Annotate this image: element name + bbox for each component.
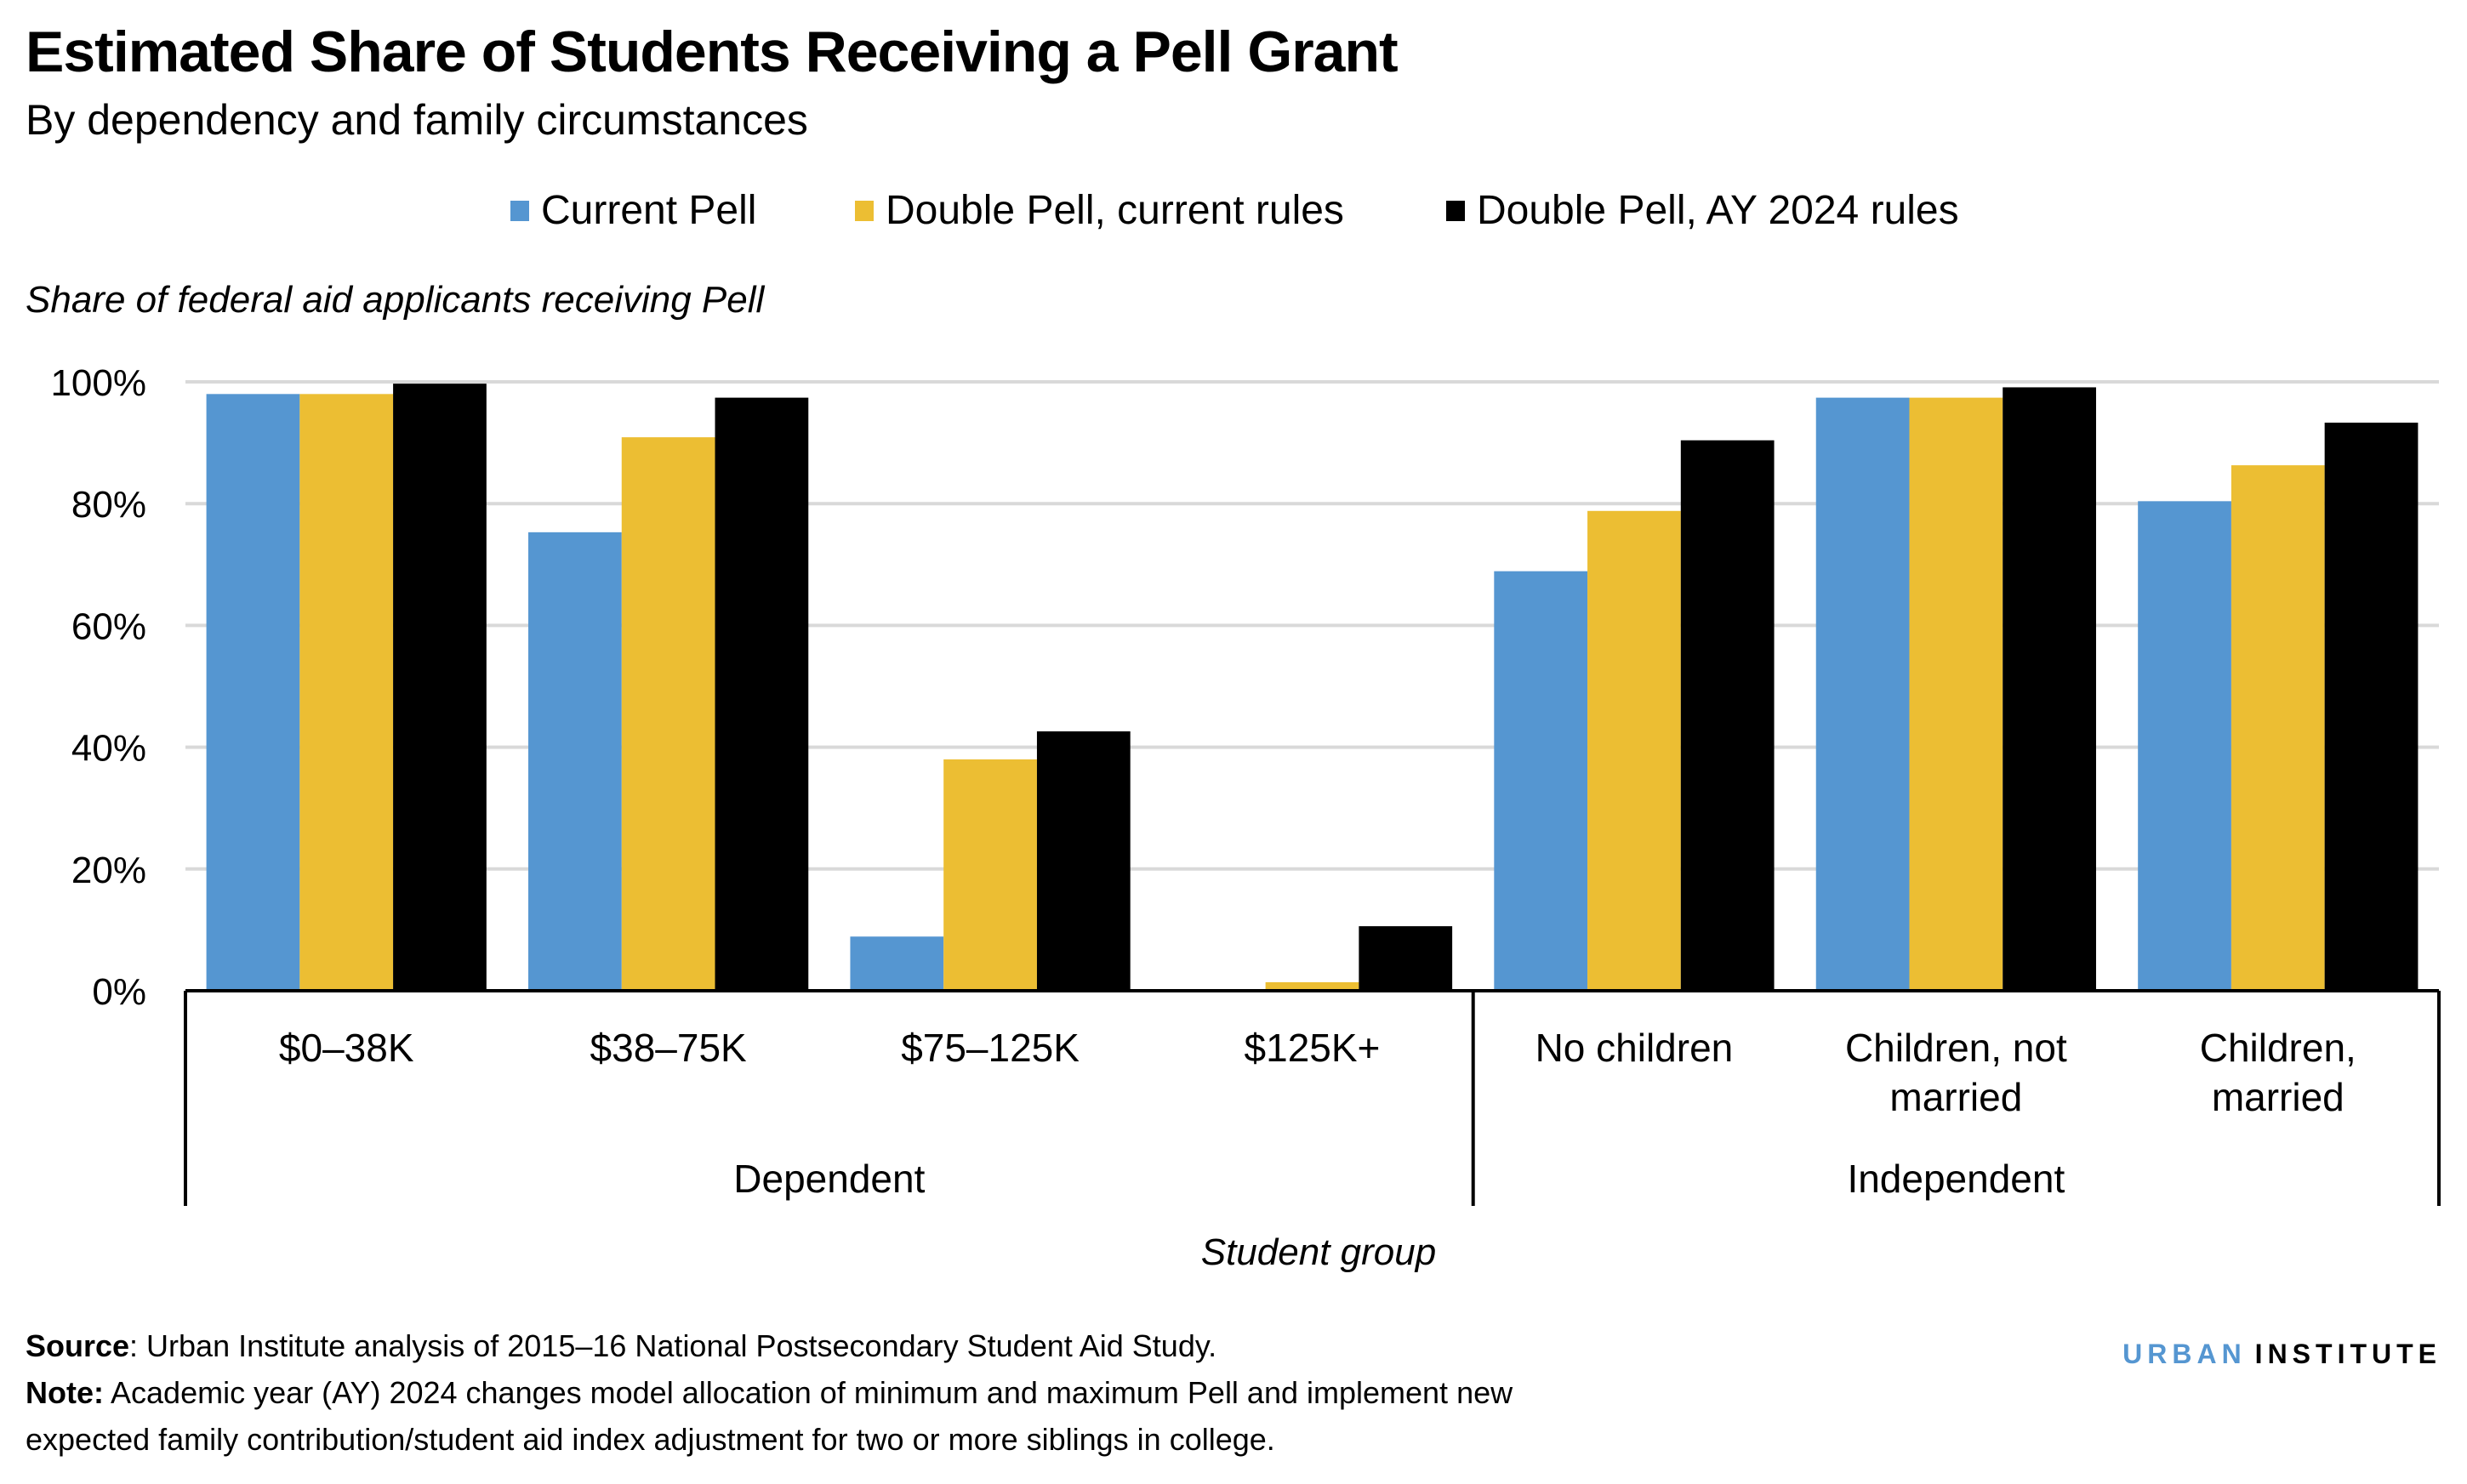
bar-double-pell-ay-2024-rules-3: [1359, 926, 1453, 991]
legend: Current Pell Double Pell, current rules …: [0, 187, 2467, 242]
category-label: $0–38K: [279, 1026, 414, 1070]
category-label: $75–125K: [901, 1026, 1080, 1070]
x-axis-title: Student group: [1200, 1231, 1437, 1273]
category-labels: $0–38K $38–75K $75–125K $125K+ No children Ch…: [279, 1026, 2356, 1119]
bar-current-pell-0: [206, 394, 300, 991]
bar-double-pell-current-rules-2: [943, 759, 1037, 991]
bar-current-pell-6: [2138, 501, 2231, 991]
source-label: Source: [26, 1328, 130, 1363]
y-tick-label: 80%: [71, 484, 146, 526]
gridlines: [185, 380, 2439, 871]
y-axis-ticks: 0% 20% 40% 60% 80% 100%: [50, 362, 146, 1013]
bar-double-pell-ay-2024-rules-1: [715, 397, 809, 992]
legend-item-double-pell-ay2024: Double Pell, AY 2024 rules: [1446, 187, 1959, 234]
category-label: $38–75K: [590, 1026, 747, 1070]
legend-label: Current Pell: [541, 188, 757, 233]
legend-swatch-double-pell-current: [855, 200, 874, 221]
y-tick-label: 0%: [92, 971, 146, 1013]
legend-item-current-pell: Current Pell: [510, 187, 756, 234]
note-label: Note:: [26, 1375, 104, 1410]
note-line-1: Note: Academic year (AY) 2024 changes mo…: [26, 1375, 1513, 1411]
y-tick-label: 60%: [71, 606, 146, 647]
bar-double-pell-current-rules-1: [621, 437, 715, 991]
bar-double-pell-ay-2024-rules-4: [1680, 440, 1775, 991]
source-note: Source: Urban Institute analysis of 2015…: [26, 1328, 1216, 1364]
category-label: $125K+: [1245, 1026, 1381, 1070]
bar-double-pell-ay-2024-rules-6: [2324, 422, 2419, 991]
bar-double-pell-ay-2024-rules-0: [393, 384, 487, 991]
chart-subtitle: By dependency and family circumstances: [26, 96, 808, 144]
logo-urban: URBAN: [2122, 1339, 2247, 1369]
legend-label: Double Pell, current rules: [886, 188, 1344, 233]
bar-current-pell-4: [1494, 571, 1588, 991]
legend-swatch-double-pell-ay2024: [1446, 200, 1465, 221]
legend-label: Double Pell, AY 2024 rules: [1477, 188, 1959, 233]
note-text: Academic year (AY) 2024 changes model al…: [104, 1375, 1513, 1410]
bar-current-pell-1: [528, 532, 622, 991]
category-label: Children, not: [1845, 1026, 2067, 1070]
source-text: : Urban Institute analysis of 2015–16 Na…: [129, 1328, 1217, 1363]
bar-double-pell-current-rules-3: [1265, 981, 1359, 991]
bar-current-pell-2: [850, 936, 944, 991]
chart-title: Estimated Share of Students Receiving a …: [26, 20, 1399, 84]
bar-double-pell-ay-2024-rules-2: [1036, 731, 1131, 991]
legend-item-double-pell-current: Double Pell, current rules: [855, 187, 1344, 234]
bar-double-pell-current-rules-0: [299, 394, 394, 991]
bar-current-pell-5: [1815, 397, 1910, 992]
y-tick-label: 40%: [71, 728, 146, 770]
group-label: Dependent: [733, 1157, 925, 1201]
bars: [206, 384, 2419, 992]
category-label: Children,: [2200, 1026, 2356, 1070]
y-tick-label: 20%: [71, 850, 146, 891]
category-label: married: [2212, 1075, 2345, 1119]
legend-swatch-current-pell: [510, 200, 529, 221]
bar-double-pell-current-rules-5: [1909, 397, 2003, 992]
y-tick-label: 100%: [50, 362, 146, 404]
bar-double-pell-ay-2024-rules-5: [2003, 387, 2096, 992]
bar-double-pell-current-rules-6: [2231, 465, 2325, 991]
x-axis: [184, 989, 2441, 1206]
urban-institute-logo: URBAN INSTITUTE: [2122, 1339, 2441, 1370]
note-line-2: expected family contribution/student aid…: [26, 1422, 1275, 1457]
y-axis-title: Share of federal aid applicants receivin…: [26, 279, 765, 321]
logo-institute: INSTITUTE: [2254, 1339, 2441, 1369]
category-label: No children: [1535, 1026, 1734, 1070]
category-label: married: [1889, 1075, 2022, 1119]
group-label: Independent: [1847, 1157, 2065, 1201]
bar-double-pell-current-rules-4: [1587, 510, 1681, 991]
group-labels: Dependent Independent: [733, 1157, 2065, 1201]
